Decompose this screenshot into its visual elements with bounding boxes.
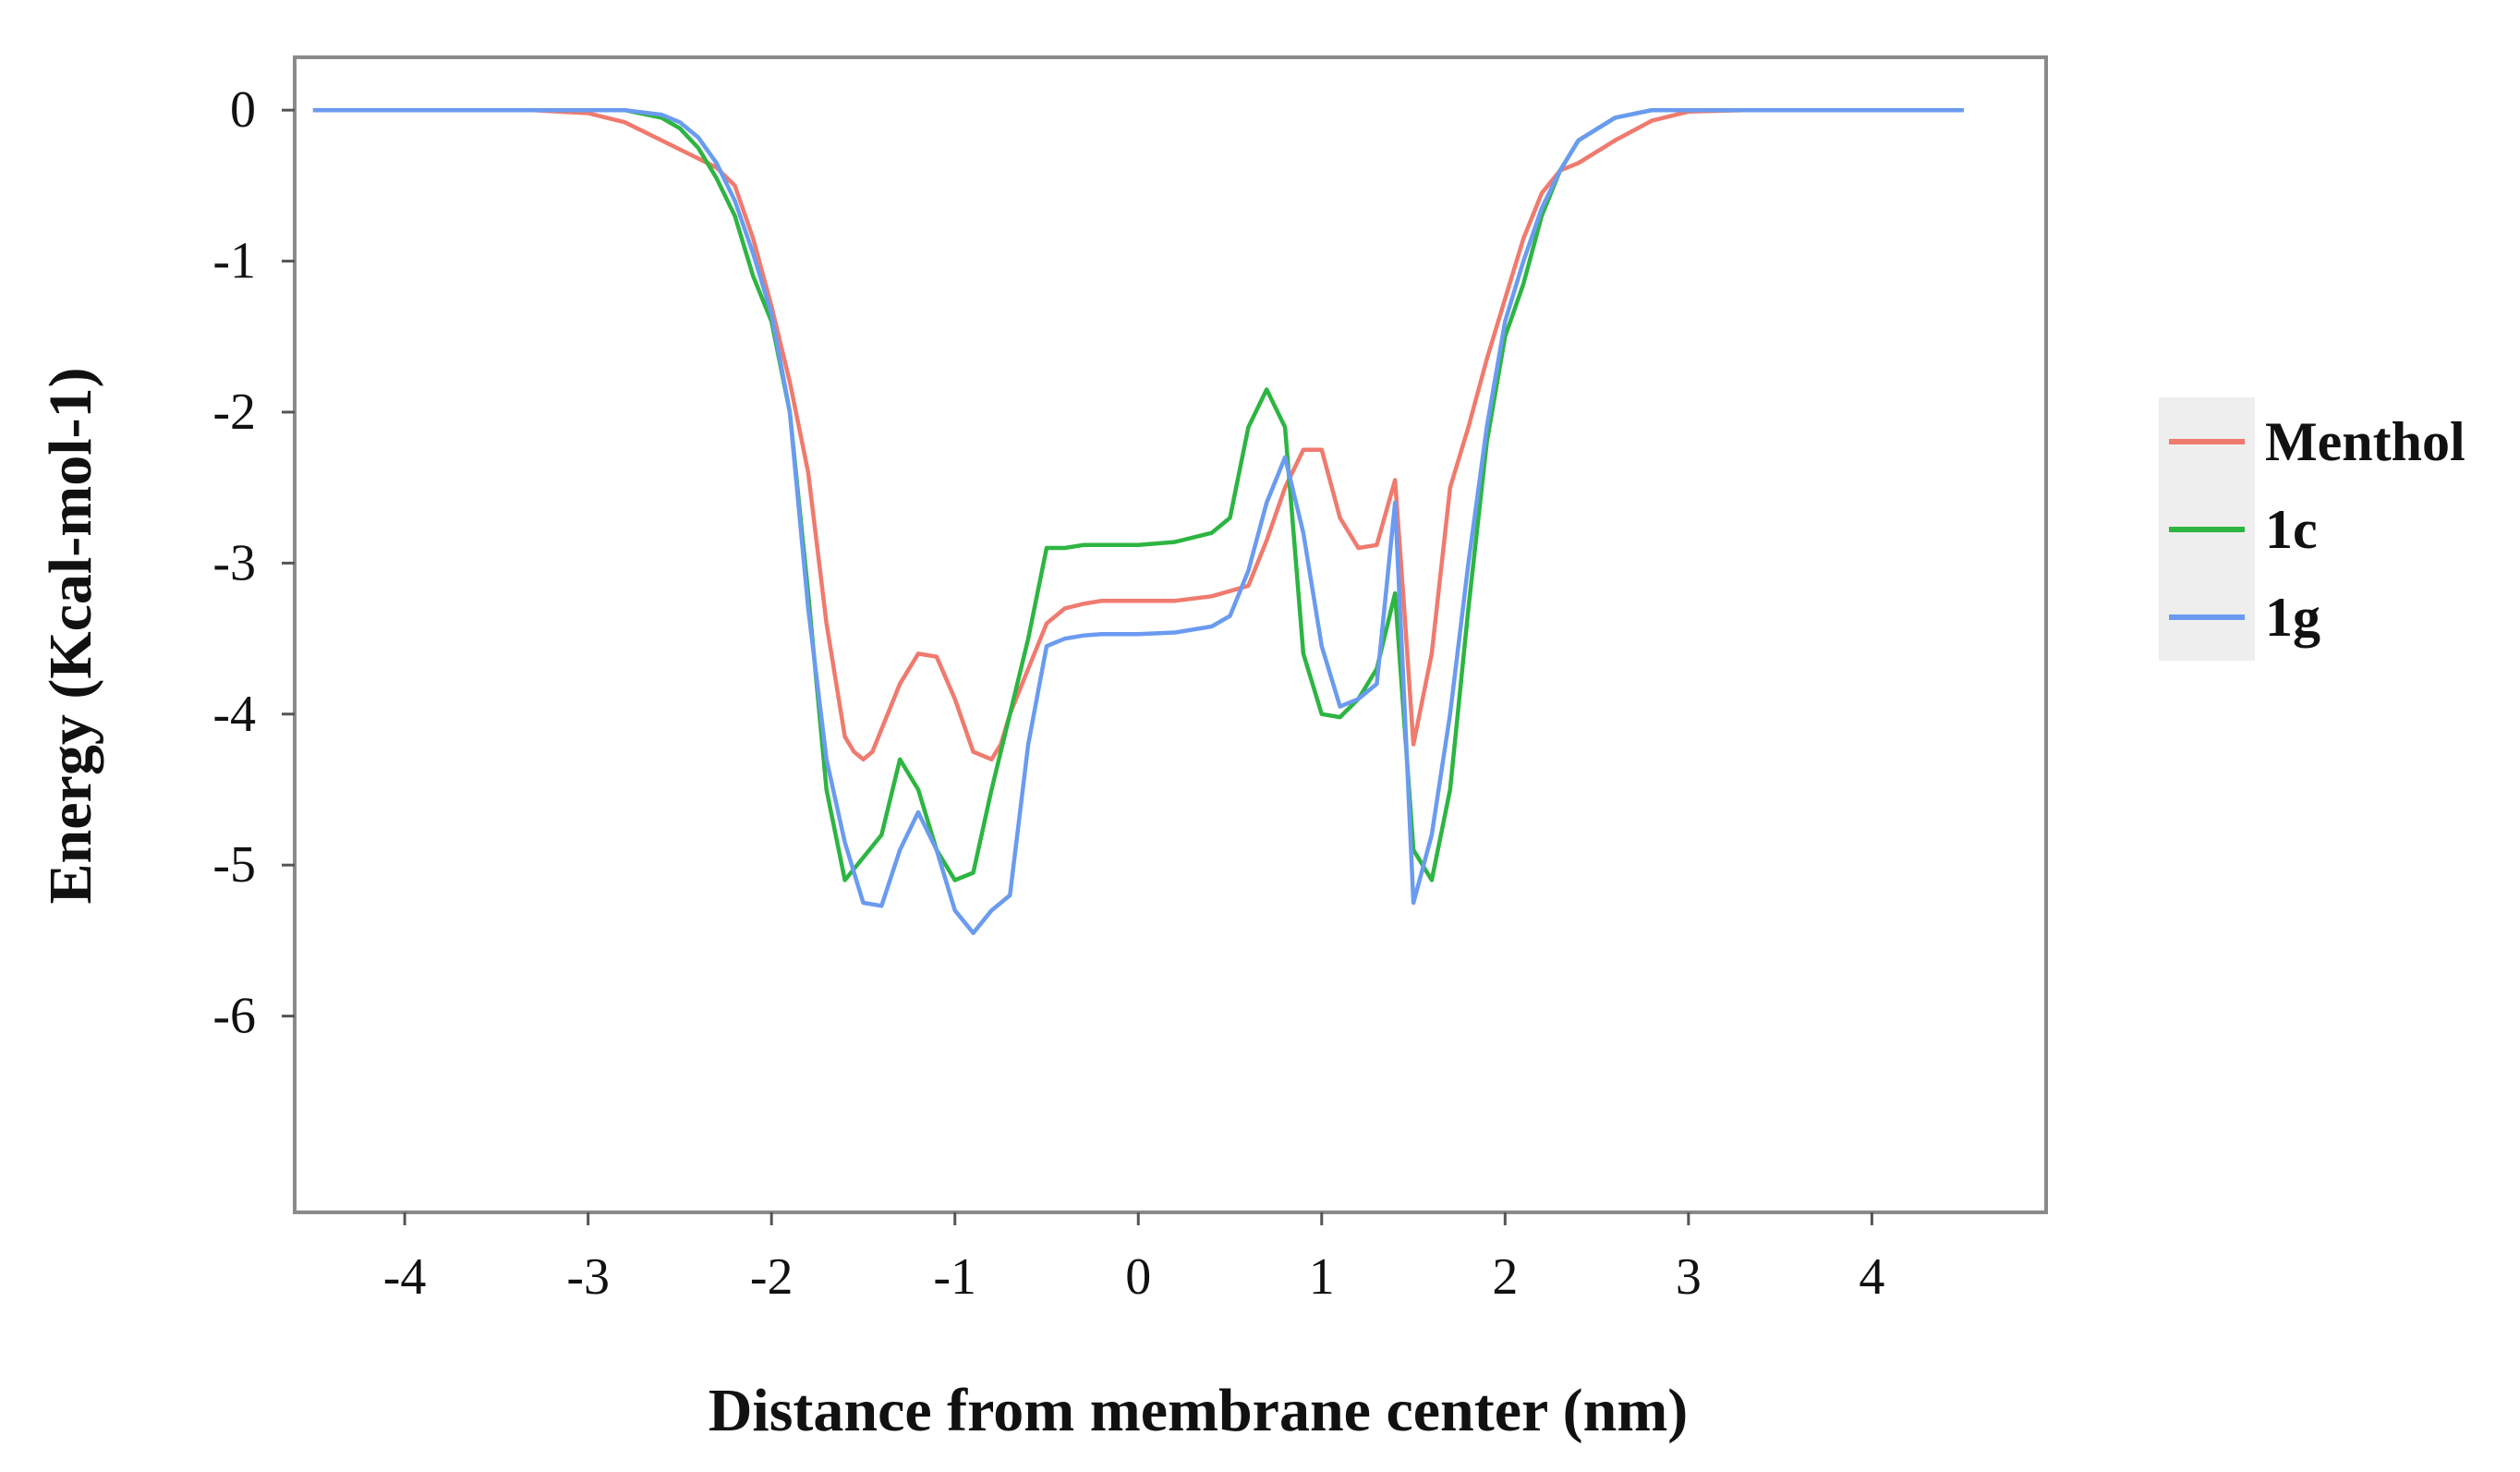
y-tick-label: 0 bbox=[230, 81, 256, 139]
legend-label-1g: 1g bbox=[2265, 587, 2320, 648]
y-axis-title: Energy (Kcal-mol-1) bbox=[37, 367, 104, 904]
legend-label-1c: 1c bbox=[2265, 499, 2318, 560]
y-tick-label: -3 bbox=[212, 534, 256, 591]
legend-label-menthol: Menthol bbox=[2265, 411, 2465, 472]
legend: Menthol 1c 1g bbox=[2159, 397, 2465, 661]
x-tick-label: -2 bbox=[750, 1248, 794, 1306]
series-line-1c bbox=[312, 107, 1964, 882]
series-line-menthol bbox=[312, 107, 1964, 762]
y-tick-label: -5 bbox=[212, 836, 256, 894]
x-tick-label: 3 bbox=[1676, 1248, 1702, 1306]
x-tick-label: -1 bbox=[933, 1248, 976, 1306]
y-tick-label: -6 bbox=[212, 988, 256, 1045]
series-line-1g bbox=[312, 107, 1964, 935]
y-tick-label: -4 bbox=[212, 686, 256, 743]
y-tick-label: -2 bbox=[212, 383, 256, 441]
series-layer bbox=[312, 107, 1964, 935]
x-tick-label: 2 bbox=[1492, 1248, 1518, 1306]
y-tick-label: -1 bbox=[212, 233, 256, 290]
x-tick-label: -3 bbox=[566, 1248, 610, 1306]
x-tick-label: -4 bbox=[383, 1248, 427, 1306]
x-tick-label: 1 bbox=[1309, 1248, 1335, 1306]
x-axis: -4 -3 -2 -1 0 1 2 3 4 bbox=[383, 1212, 1884, 1306]
x-axis-title: Distance from membrane center (nm) bbox=[709, 1377, 1689, 1444]
y-axis: 0 -1 -2 -3 -4 -5 -6 bbox=[212, 81, 295, 1045]
x-tick-label: 4 bbox=[1859, 1248, 1884, 1306]
x-tick-label: 0 bbox=[1125, 1248, 1151, 1306]
plot-area bbox=[293, 55, 2048, 1214]
